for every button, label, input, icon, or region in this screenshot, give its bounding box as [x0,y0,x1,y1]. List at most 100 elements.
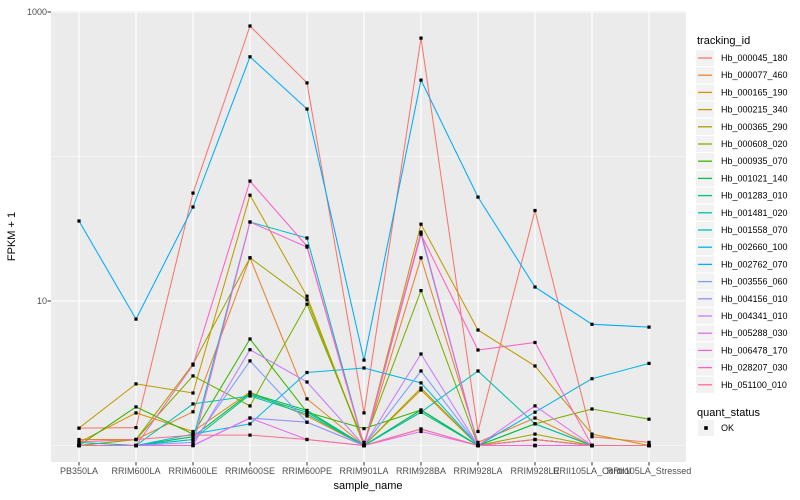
legend-item: Hb_000215_340 [696,101,788,118]
data-point [476,195,480,199]
data-point [191,374,195,378]
legend-item-label: Hb_004341_010 [721,311,788,321]
data-point [191,437,195,442]
plot-panel [51,11,686,462]
legend-item: Hb_003556_060 [696,273,788,290]
data-point [248,359,252,363]
legend-item: Hb_000077_460 [696,67,788,84]
legend-item-label: Hb_006478_170 [721,345,788,355]
legend-item: Hb_004156_010 [696,290,788,307]
legend-item: Hb_001283_010 [696,187,788,204]
data-point [533,432,537,436]
data-point [362,443,366,448]
data-point [419,381,423,385]
legend-item-label: Hb_001558_070 [721,225,788,235]
legend-item-label: Hb_028207_030 [721,363,788,373]
data-point [191,440,195,444]
data-point [590,407,594,411]
gridlines [51,11,686,462]
x-tick-label: RRIM901LA [339,466,388,476]
axis-tick-labels: PB350LA RRIM600LA RRIM600LE RRIM600SE RRIM60… [27,7,691,476]
data-point [419,408,423,412]
data-point [305,298,309,302]
data-point [191,363,195,367]
data-point [191,429,195,434]
x-axis-title: sample_name [333,480,402,492]
data-point [248,433,252,437]
data-point [533,340,537,345]
legend-item: Hb_002762_070 [696,256,788,273]
data-point [476,440,480,444]
data-point [77,437,81,442]
legend-item-label: Hb_000608_020 [721,139,788,149]
data-point [191,433,195,437]
legend-item: Hb_001558_070 [696,222,788,238]
data-point [305,294,309,298]
data-point [134,317,138,321]
legend-item-label: Hb_000077_460 [721,70,788,80]
shape-legend: quant_status OK [697,407,760,436]
data-point [533,410,537,414]
legend-item-label: Hb_001481_020 [721,208,788,218]
data-point [134,411,138,415]
data-point [476,328,480,332]
data-point [533,443,537,448]
data-point [419,388,423,392]
data-point [476,369,480,373]
data-point [419,410,423,414]
legend-item: Hb_001481_020 [696,204,788,221]
data-point [476,429,480,434]
data-point [590,432,594,436]
data-point [647,443,651,448]
legend-item-label: Hb_000165_190 [721,87,788,97]
data-point [647,361,651,365]
data-point [248,55,252,59]
x-tick-label: RRIM928BA [396,466,446,476]
legend-item-label: Hb_051100_010 [721,380,787,390]
legend-item: Hb_000608_020 [696,136,788,152]
shape-legend-item-label: OK [721,423,734,433]
data-point [305,244,309,248]
data-point [419,222,423,226]
data-point [590,322,594,326]
data-point [419,427,423,431]
data-point [533,285,537,289]
data-point [362,411,366,415]
x-tick-label: RRIM928LE [510,466,559,476]
x-tick-label: RRII105LA_Control [553,466,631,476]
data-point [419,369,423,373]
legend-item: Hb_000365_290 [696,118,788,135]
x-tick-label: RRIM600PE [282,466,332,476]
data-point [248,193,252,197]
data-point [77,426,81,430]
y-axis-title: FPKM + 1 [6,212,18,261]
legend-item-label: Hb_001021_140 [721,173,788,183]
data-point [248,24,252,28]
data-point [248,179,252,183]
data-point [419,78,423,82]
data-point [305,397,309,401]
data-point [77,219,81,223]
color-legend-title: tracking_id [697,35,750,47]
legend-item-label: Hb_003556_060 [721,277,788,287]
legend-item: Hb_001021_140 [696,170,788,187]
data-point [647,440,651,444]
data-point [248,404,252,408]
data-point [248,220,252,224]
data-point [362,366,366,370]
data-point [248,337,252,341]
x-tick-label: PB350LA [60,466,98,476]
data-point [134,443,138,448]
data-point [647,325,651,329]
ok-point-marker-icon [704,426,708,430]
y-tick-label: 1000 [27,7,47,17]
data-point [419,36,423,40]
data-point [533,422,537,426]
data-point [533,437,537,442]
data-point [191,402,195,406]
data-point [419,386,423,390]
data-point [305,302,309,306]
data-point [305,408,309,412]
legend-item: Hb_000045_180 [696,50,788,66]
